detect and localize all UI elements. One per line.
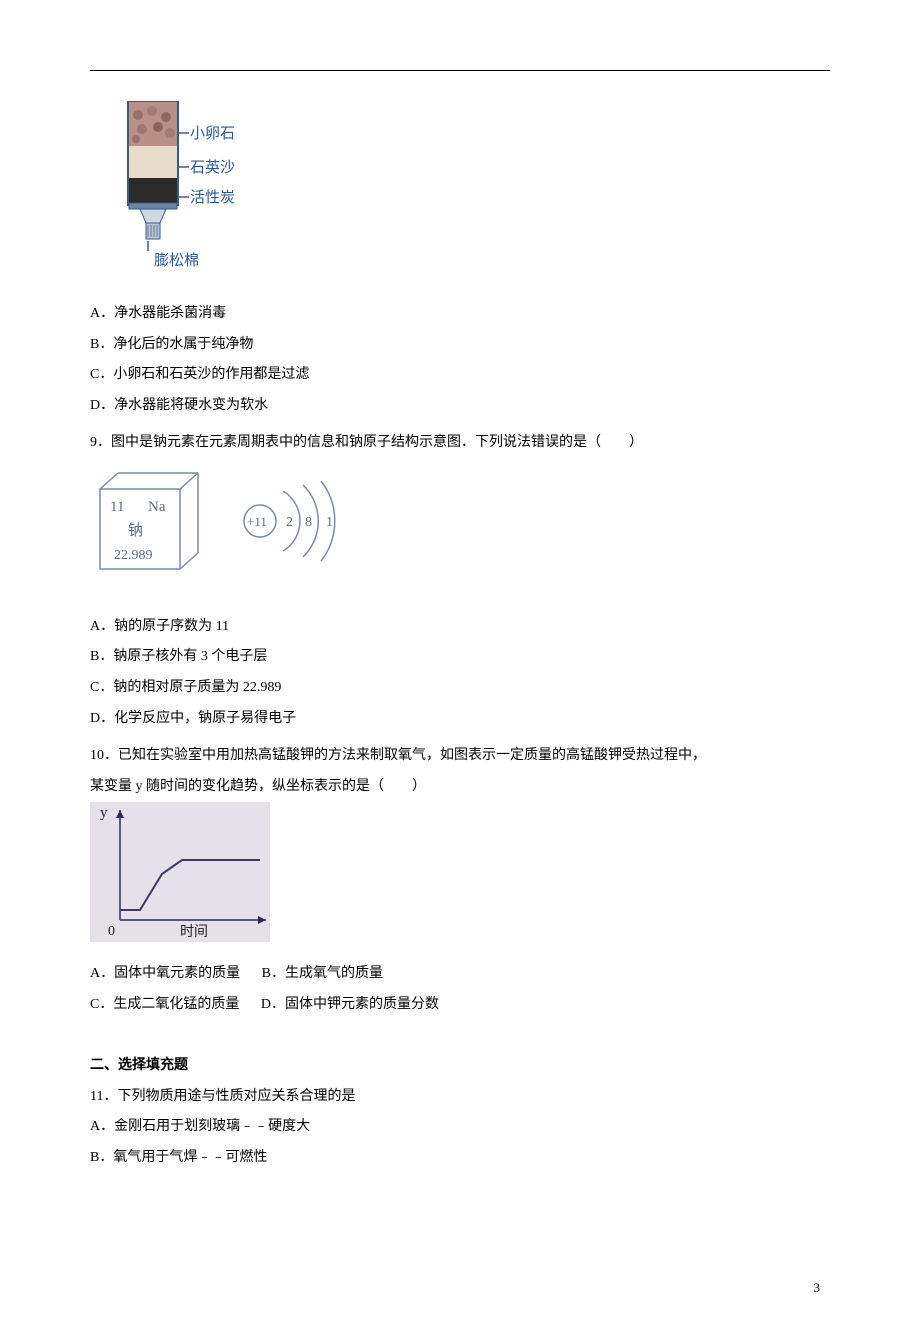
water-filter-diagram: 小卵石 石英沙 活性炭 膨松棉 — [110, 101, 830, 289]
q11-option-b: B．氧气用于气焊﹣﹣可燃性 — [90, 1143, 830, 1174]
na-mass: 22.989 — [114, 548, 153, 563]
chart-ylabel: y — [100, 805, 108, 821]
chart-origin: 0 — [108, 924, 115, 939]
na-name: 钠 — [128, 522, 143, 539]
na-shell-1: 2 — [286, 515, 293, 530]
na-nucleus: +11 — [247, 514, 267, 529]
q9-option-a: A．钠的原子序数为 11 — [90, 612, 830, 643]
q9-option-d: D．化学反应中，钠原子易得电子 — [90, 704, 830, 735]
q10-chart: y 0 时间 — [90, 802, 830, 955]
q10-option-d: D．固体中钾元素的质量分数 — [261, 997, 439, 1012]
label-carbon: 活性炭 — [190, 189, 235, 206]
q8-option-a: A．净水器能杀菌消毒 — [90, 299, 830, 330]
q9-option-b: B．钠原子核外有 3 个电子层 — [90, 642, 830, 673]
q11-option-a: A．金刚石用于划刻玻璃﹣﹣硬度大 — [90, 1112, 830, 1143]
q11-stem: 11．下列物质用途与性质对应关系合理的是 — [90, 1082, 830, 1113]
section-2-heading: 二、选择填充题 — [90, 1051, 830, 1082]
label-pebbles: 小卵石 — [190, 125, 235, 142]
sodium-diagram: 11 Na 钠 22.989 +11 2 8 1 — [90, 471, 830, 594]
q9-option-c: C．钠的相对原子质量为 22.989 — [90, 673, 830, 704]
na-symbol: Na — [148, 499, 166, 515]
na-shell-2: 8 — [305, 515, 312, 530]
q10-option-b: B．生成氧气的质量 — [262, 966, 383, 981]
na-shell-3: 1 — [326, 515, 333, 530]
q10-stem-2: 某变量 y 随时间的变化趋势，纵坐标表示的是（ ） — [90, 772, 830, 803]
na-number: 11 — [110, 499, 124, 515]
page-number: 3 — [90, 1274, 830, 1303]
chart-xlabel: 时间 — [180, 924, 208, 940]
q9-stem: 9．图中是钠元素在元素周期表中的信息和钠原子结构示意图．下列说法错误的是（ ） — [90, 428, 830, 459]
q8-option-d: D．净水器能将硬水变为软水 — [90, 391, 830, 422]
label-cotton: 膨松棉 — [154, 252, 199, 269]
q8-option-c: C．小卵石和石英沙的作用都是过滤 — [90, 360, 830, 391]
q10-option-c: C．生成二氧化锰的质量 — [90, 997, 239, 1012]
q10-option-a: A．固体中氧元素的质量 — [90, 966, 240, 981]
label-sand: 石英沙 — [190, 158, 235, 176]
q10-stem-1: 10．已知在实验室中用加热高锰酸钾的方法来制取氧气，如图表示一定质量的高锰酸钾受… — [90, 741, 830, 772]
q8-option-b: B．净化后的水属于纯净物 — [90, 330, 830, 361]
